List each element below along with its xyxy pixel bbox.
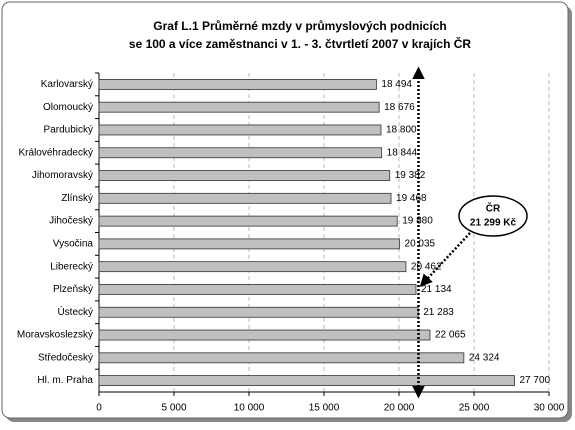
y-tick-label: Liberecký <box>50 261 93 272</box>
annotation-text: 21 299 Kč <box>470 218 517 229</box>
data-label: 19 468 <box>396 193 427 204</box>
data-label: 20 462 <box>411 261 442 272</box>
y-tick-label: Olomoucký <box>43 102 93 113</box>
data-label: 21 283 <box>423 307 454 318</box>
x-tick-label: 10 000 <box>234 403 265 414</box>
x-tick-label: 0 <box>96 403 102 414</box>
x-tick-label: 15 000 <box>309 403 340 414</box>
data-label: 19 382 <box>395 170 426 181</box>
x-tick-label: 20 000 <box>384 403 415 414</box>
y-tick-label: Jihomoravský <box>32 170 93 181</box>
bar <box>98 306 419 318</box>
data-label: 27 700 <box>520 375 551 386</box>
bar <box>98 284 417 295</box>
bar <box>98 147 383 159</box>
bar <box>98 192 392 204</box>
chart-title: Graf L.1 Průměrné mzdy v průmyslových po… <box>153 19 446 33</box>
data-label: 18 494 <box>381 79 412 90</box>
annotation-text: ČR <box>486 202 501 215</box>
x-tick-label: 30 000 <box>534 403 565 414</box>
y-tick-label: Královéhradecký <box>19 147 93 158</box>
data-label: 22 065 <box>435 330 466 341</box>
bar <box>98 101 380 113</box>
bar <box>98 261 407 273</box>
bar <box>98 329 431 341</box>
data-label: 18 800 <box>386 125 417 136</box>
y-tick-label: Jihočeský <box>49 216 93 227</box>
bar <box>98 124 382 136</box>
y-tick-label: Zlínský <box>61 193 93 204</box>
data-label: 21 134 <box>421 284 452 295</box>
bar <box>98 352 465 364</box>
y-tick-label: Moravskoslezský <box>17 330 93 341</box>
data-label: 24 324 <box>469 352 500 363</box>
data-label: 18 844 <box>387 147 418 158</box>
x-tick-label: 5 000 <box>161 403 186 414</box>
x-tick-label: 25 000 <box>459 403 490 414</box>
y-tick-label: Karlovarský <box>41 79 93 90</box>
bar <box>98 215 398 227</box>
chart-title: se 100 a více zaměstnanci v 1. - 3. čtvr… <box>129 36 472 51</box>
data-label: 18 676 <box>384 102 415 113</box>
y-tick-label: Ústecký <box>57 305 93 318</box>
bar <box>98 375 515 387</box>
annotation-bubble <box>458 195 528 237</box>
y-tick-label: Středočeský <box>38 352 93 363</box>
y-tick-label: Vysočina <box>53 239 94 250</box>
bar <box>98 170 391 181</box>
y-tick-label: Plzeňský <box>53 284 93 295</box>
data-label: 20 035 <box>405 239 436 250</box>
y-tick-label: Pardubický <box>44 125 93 136</box>
bar <box>98 238 400 250</box>
bar <box>98 78 377 90</box>
y-tick-label: Hl. m. Praha <box>37 375 93 386</box>
